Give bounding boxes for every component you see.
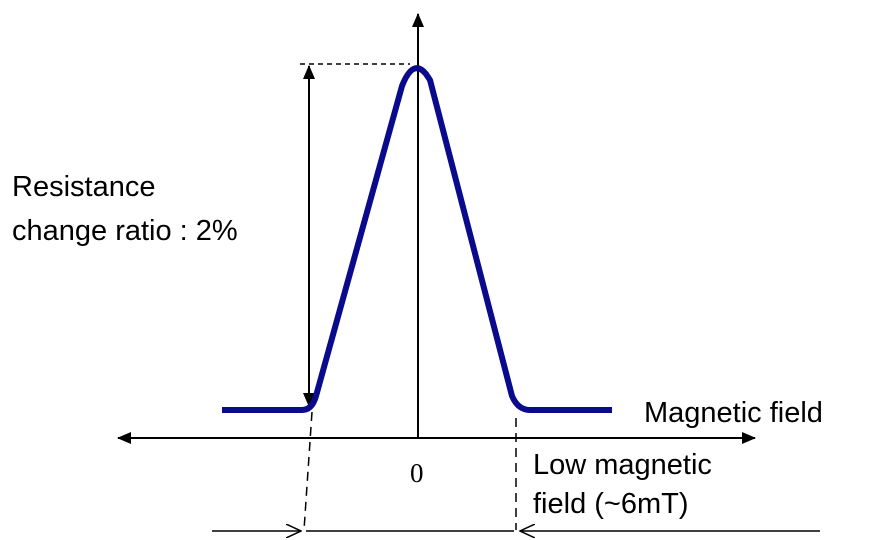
resistance-curve: [222, 65, 612, 413]
origin-label: 0: [410, 458, 424, 488]
left-field-dashed-line: [303, 411, 313, 531]
low-field-label-line1: Low magnetic: [533, 449, 712, 481]
low-field-label-line2: field (~6mT): [533, 488, 689, 520]
magnetic-field-label: Magnetic field: [644, 397, 823, 429]
resistance-label-line1: Resistance: [12, 171, 155, 203]
resistance-label-line2: change ratio : 2%: [12, 215, 238, 247]
